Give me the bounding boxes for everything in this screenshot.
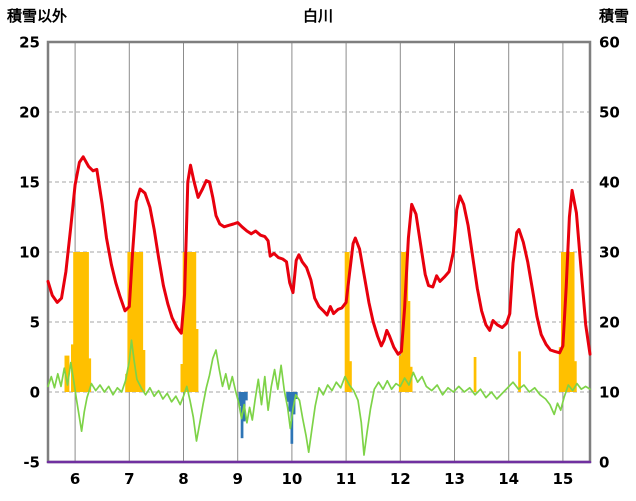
yellow-bars-bar xyxy=(405,252,409,392)
yellow-bars-bar xyxy=(518,351,521,392)
yellow-bars-bar xyxy=(473,357,477,392)
yellow-bars-bar xyxy=(133,252,137,392)
yellow-bars-bar xyxy=(349,361,352,392)
yellow-bars-bar xyxy=(571,252,575,392)
yellow-bars-bar xyxy=(407,301,411,392)
yellow-bars-bar xyxy=(88,358,92,392)
right-axis-tick-label: 20 xyxy=(599,314,620,332)
yellow-bars-bar xyxy=(193,252,197,392)
green-line-series xyxy=(47,339,591,456)
yellow-bars-bar xyxy=(140,252,144,392)
yellow-bars-bar xyxy=(125,373,128,392)
blue-bars-bar xyxy=(238,392,242,406)
yellow-bars-bar xyxy=(79,252,83,392)
blue-bars-bar xyxy=(288,392,292,412)
yellow-bars-bar xyxy=(131,252,135,392)
yellow-bars-bar xyxy=(187,252,190,392)
yellow-bars-bar xyxy=(84,252,87,392)
yellow-bars-bar xyxy=(180,364,184,392)
yellow-bars-bar xyxy=(138,252,141,392)
yellow-bars-bar xyxy=(77,252,81,392)
yellow-bars-bar xyxy=(569,252,573,392)
blue-bars-bar xyxy=(245,392,248,401)
yellow-bars-bar xyxy=(567,252,571,392)
right-axis-tick-label: 0 xyxy=(599,454,609,472)
blue-bars-bar xyxy=(286,392,289,402)
yellow-bars-bar xyxy=(81,252,85,392)
yellow-bars-bar xyxy=(73,252,76,392)
yellow-bars-bar xyxy=(558,347,562,392)
right-axis-tick-label: 30 xyxy=(599,244,620,262)
x-axis-tick-label: 15 xyxy=(552,470,573,488)
yellow-bars-bar xyxy=(191,252,195,392)
right-axis-title: 積雪 xyxy=(598,7,629,25)
red-line xyxy=(46,155,592,356)
yellow-bars-bar xyxy=(565,252,569,392)
x-axis-tick-label: 9 xyxy=(232,470,242,488)
yellow-bars-bar xyxy=(195,329,199,392)
yellow-bars-bar xyxy=(86,252,89,392)
yellow-bars-bar xyxy=(129,252,133,392)
x-axis-tick-label: 6 xyxy=(70,470,80,488)
x-axis-tick-label: 12 xyxy=(390,470,411,488)
x-axis-tick-label: 10 xyxy=(281,470,302,488)
left-axis-tick-label: 15 xyxy=(19,174,40,192)
left-axis-title: 積雪以外 xyxy=(7,7,68,25)
left-axis-tick-label: 10 xyxy=(19,244,40,262)
yellow-bars-bar xyxy=(344,252,348,392)
yellow-bars-bar xyxy=(189,252,192,392)
right-axis-tick-label: 10 xyxy=(599,384,620,402)
left-axis-tick-label: 0 xyxy=(30,384,40,402)
red-line-series xyxy=(46,155,592,356)
right-axis-tick-label: 60 xyxy=(599,34,620,52)
left-axis-tick-label: 25 xyxy=(19,34,40,52)
yellow-bars-bar xyxy=(184,252,188,392)
left-axis-tick-label: 20 xyxy=(19,104,40,122)
x-axis-tick-label: 7 xyxy=(124,470,134,488)
yellow-bars-bar xyxy=(182,252,186,392)
yellow-bars-bar xyxy=(127,252,131,392)
left-axis-tick-label: 5 xyxy=(30,314,40,332)
yellow-bars-bar xyxy=(561,252,564,392)
x-axis-tick-label: 14 xyxy=(498,470,519,488)
green-line xyxy=(47,339,591,456)
x-axis-tick-label: 8 xyxy=(178,470,188,488)
yellow-bars-bar xyxy=(136,252,139,392)
yellow-bars-bar xyxy=(346,252,350,392)
yellow-bars-bar xyxy=(75,252,79,392)
yellow-bars-bar xyxy=(574,361,577,392)
yellow-bars-bar xyxy=(398,355,402,392)
yellow-bars-bar xyxy=(142,350,146,392)
right-axis-tick-label: 40 xyxy=(599,174,620,192)
left-axis-tick-label: -5 xyxy=(23,454,40,472)
right-axis-tick-label: 50 xyxy=(599,104,620,122)
yellow-bars-bar xyxy=(66,355,70,392)
x-axis-tick-label: 11 xyxy=(336,470,357,488)
x-axis-tick-label: 13 xyxy=(444,470,465,488)
